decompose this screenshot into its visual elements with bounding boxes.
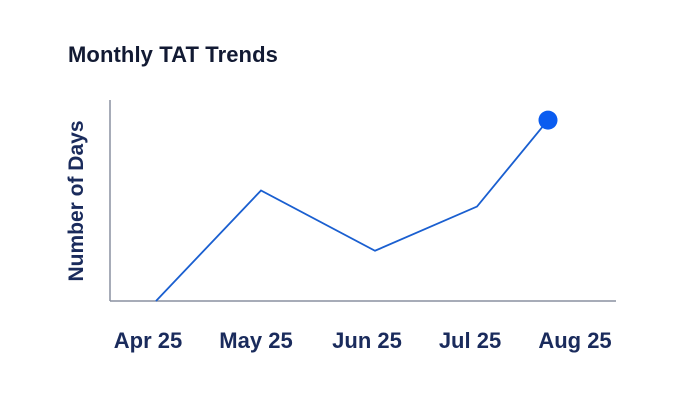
x-tick-label: Jun 25	[332, 328, 402, 353]
x-tick-label: Apr 25	[113, 328, 183, 353]
x-tick-label: Jul 25	[438, 328, 502, 353]
chart-title: Monthly TAT Trends	[68, 42, 278, 67]
latest-point-marker[interactable]	[538, 110, 558, 130]
tat-trend-line	[155, 119, 549, 302]
x-tick-label: Aug 25	[538, 328, 612, 353]
x-tick-label: May 25	[219, 328, 293, 353]
